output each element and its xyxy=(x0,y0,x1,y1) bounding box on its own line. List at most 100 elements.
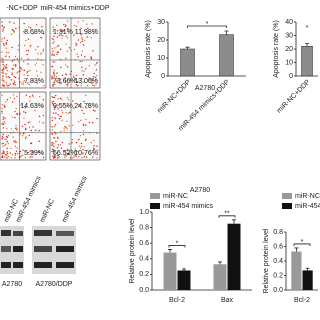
event-dot xyxy=(34,129,37,132)
event-dot xyxy=(51,148,54,150)
event-dot xyxy=(75,42,77,45)
event-dot xyxy=(1,21,3,23)
event-dot xyxy=(56,36,59,38)
event-dot xyxy=(14,117,16,119)
event-dot xyxy=(30,44,32,47)
event-dot xyxy=(6,140,8,143)
event-dot xyxy=(86,36,88,38)
y-tick-label: 10 xyxy=(157,55,165,62)
event-dot xyxy=(93,85,96,87)
y-tick-label: 0.8 xyxy=(139,224,149,231)
event-dot xyxy=(13,22,15,24)
event-dot xyxy=(68,143,70,145)
event-dot xyxy=(2,28,5,30)
event-dot xyxy=(96,75,98,77)
event-dot xyxy=(66,20,69,22)
event-dot xyxy=(90,78,93,80)
event-dot xyxy=(66,97,69,99)
event-dot xyxy=(82,44,85,46)
event-dot xyxy=(51,52,53,54)
event-dot xyxy=(92,156,94,158)
x-tick-label: miR-NC+DDP xyxy=(156,79,192,115)
event-dot xyxy=(2,136,5,139)
event-dot xyxy=(51,47,54,50)
event-dot xyxy=(51,132,53,135)
lane-label: miR-454 mimics xyxy=(61,175,89,224)
event-dot xyxy=(91,122,94,124)
event-dot xyxy=(38,121,41,123)
event-dot xyxy=(66,120,68,122)
event-dot xyxy=(22,135,24,137)
event-dot xyxy=(28,121,31,123)
event-dot xyxy=(38,140,41,142)
plot-frame xyxy=(0,17,47,89)
event-dot xyxy=(82,74,84,76)
event-dot xyxy=(22,83,25,85)
event-dot xyxy=(86,23,88,25)
y-tick-label: 10 xyxy=(285,59,293,66)
event-dot xyxy=(61,109,63,112)
event-dot xyxy=(65,112,67,114)
event-dot xyxy=(52,96,54,99)
event-dot xyxy=(5,154,8,157)
event-dot xyxy=(39,53,42,55)
event-dot xyxy=(27,70,29,73)
event-dot xyxy=(61,111,64,114)
event-dot xyxy=(93,145,95,147)
quadrant-label: 10.76% xyxy=(74,150,98,157)
event-dot xyxy=(5,143,7,146)
event-dot xyxy=(54,155,56,158)
legend-label: miR-NC xyxy=(163,193,188,200)
quadrant-label: 11.98% xyxy=(75,29,98,36)
event-dot xyxy=(12,29,15,32)
bar xyxy=(163,252,177,290)
event-dot xyxy=(41,152,43,154)
event-dot xyxy=(82,130,85,132)
event-dot xyxy=(11,46,13,49)
event-dot xyxy=(41,25,43,28)
event-dot xyxy=(29,95,31,98)
event-dot xyxy=(58,156,60,158)
event-dot xyxy=(24,156,27,159)
event-dot xyxy=(94,64,96,66)
event-dot xyxy=(6,98,9,101)
event-dot xyxy=(96,117,98,120)
event-dot xyxy=(24,138,27,140)
event-dot xyxy=(16,58,19,60)
event-dot xyxy=(61,98,63,101)
event-dot xyxy=(26,53,28,56)
event-dot xyxy=(22,81,24,83)
y-axis-label: Relative protein level xyxy=(263,228,270,293)
event-dot xyxy=(59,97,62,100)
event-dot xyxy=(25,94,28,96)
event-dot xyxy=(64,157,66,159)
x-tick-label: miR-NC+DDP xyxy=(276,79,312,115)
event-dot xyxy=(1,123,3,126)
event-dot xyxy=(81,60,83,63)
event-dot xyxy=(14,110,16,113)
event-dot xyxy=(1,135,4,137)
event-dot xyxy=(52,50,54,52)
event-dot xyxy=(66,128,68,130)
cell-label: A2780 xyxy=(2,281,22,288)
event-dot xyxy=(81,109,83,112)
event-dot xyxy=(77,84,79,87)
event-dot xyxy=(29,100,31,102)
event-dot xyxy=(15,27,17,30)
event-dot xyxy=(2,63,4,66)
event-dot xyxy=(56,30,59,32)
event-dot xyxy=(5,47,7,49)
event-dot xyxy=(95,79,97,81)
event-dot xyxy=(73,34,75,36)
event-dot xyxy=(37,53,39,55)
bar xyxy=(302,270,313,290)
significance-bracket xyxy=(187,25,227,28)
y-tick-label: 0.0 xyxy=(139,287,149,294)
event-dot xyxy=(86,84,89,87)
event-dot xyxy=(29,150,32,152)
event-dot xyxy=(52,38,54,41)
event-dot xyxy=(13,140,15,142)
event-dot xyxy=(85,118,87,121)
event-dot xyxy=(6,69,9,72)
event-dot xyxy=(59,115,61,118)
